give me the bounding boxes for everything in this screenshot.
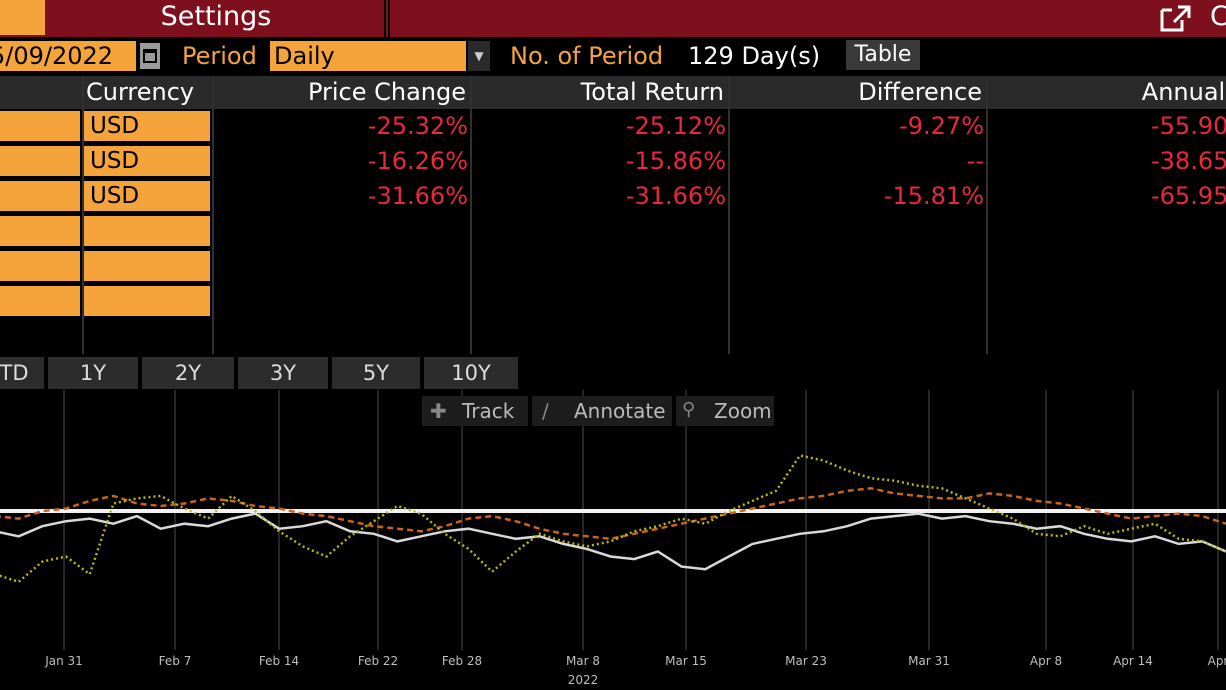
- difference-cell: --: [966, 147, 984, 175]
- dropdown-arrow-icon[interactable]: ▼: [468, 41, 490, 71]
- track-button[interactable]: ✚ Track: [422, 396, 528, 426]
- price-chart[interactable]: Jan 31 Feb 7 Feb 14 Feb 22 Feb 28 Mar 8 Mar 15…: [0, 390, 1226, 690]
- zoom-label: Zoom: [714, 399, 772, 423]
- annual-cell: -55.90: [1151, 112, 1226, 140]
- period-button-5y[interactable]: 5Y: [332, 357, 420, 389]
- table-button[interactable]: Table: [846, 40, 920, 70]
- popout-icon[interactable]: [1156, 2, 1196, 34]
- period-label: Period: [182, 42, 257, 70]
- security-cell[interactable]: [0, 216, 80, 246]
- period-label: TD: [0, 361, 29, 385]
- difference-cell: -15.81%: [883, 182, 984, 210]
- annotate-label: Annotate: [574, 399, 666, 423]
- track-label: Track: [462, 399, 515, 423]
- header-annual[interactable]: Annual E: [988, 76, 1226, 109]
- series-line-white: [0, 512, 1226, 571]
- period-button-ytd[interactable]: TD: [0, 357, 44, 389]
- security-cell[interactable]: [0, 146, 80, 176]
- x-tick-label: Feb 28: [442, 654, 482, 668]
- tab-separator: [388, 0, 390, 37]
- currency-cell[interactable]: [84, 216, 210, 246]
- total-return-cell: -31.66%: [625, 182, 726, 210]
- security-cell[interactable]: [0, 251, 80, 281]
- price-change-cell: -31.66%: [367, 182, 468, 210]
- settings-tab[interactable]: Settings: [48, 0, 386, 37]
- x-tick-label: Feb 7: [159, 654, 192, 668]
- annual-cell: -38.65: [1151, 147, 1226, 175]
- column-divider: [82, 76, 84, 354]
- chart-series: [0, 454, 1226, 584]
- x-tick-label: Mar 23: [785, 654, 827, 668]
- period-button-2y[interactable]: 2Y: [142, 357, 234, 389]
- annotate-button[interactable]: ∕ Annotate: [532, 396, 672, 426]
- column-divider: [728, 76, 730, 354]
- security-cell[interactable]: [0, 286, 80, 316]
- currency-cell[interactable]: USD: [84, 146, 210, 176]
- zoom-button[interactable]: ⚲ Zoom: [676, 396, 774, 426]
- x-tick-label: Feb 14: [259, 654, 299, 668]
- annual-cell: -65.95: [1151, 182, 1226, 210]
- security-cell[interactable]: [0, 181, 80, 211]
- date-value: 5/09/2022: [0, 42, 114, 70]
- x-tick-label: Apr 14: [1113, 654, 1153, 668]
- calendar-icon[interactable]: [140, 43, 160, 69]
- price-change-cell: -16.26%: [367, 147, 468, 175]
- difference-cell: -9.27%: [899, 112, 984, 140]
- series-line-yellow: [0, 454, 1226, 584]
- x-tick-label: Jan 31: [44, 654, 83, 668]
- x-tick-label: Feb 22: [358, 654, 398, 668]
- menu-tab-left[interactable]: [0, 0, 45, 35]
- currency-cell[interactable]: USD: [84, 111, 210, 141]
- x-tick-label: Mar 31: [908, 654, 950, 668]
- magnifier-icon: ⚲: [682, 399, 696, 420]
- pencil-icon: ∕: [542, 399, 549, 423]
- header-blank: [0, 76, 82, 109]
- header-annual-label: Annual E: [1141, 78, 1226, 106]
- currency-cell[interactable]: [84, 251, 210, 281]
- period-button-1y[interactable]: 1Y: [48, 357, 138, 389]
- header-currency[interactable]: Currency: [84, 76, 212, 109]
- column-divider: [470, 76, 472, 354]
- security-cell[interactable]: [0, 111, 80, 141]
- header-total-return[interactable]: Total Return: [472, 76, 728, 109]
- total-return-cell: -15.86%: [625, 147, 726, 175]
- period-button-3y[interactable]: 3Y: [238, 357, 328, 389]
- currency-cell[interactable]: USD: [84, 181, 210, 211]
- period-select[interactable]: Daily: [270, 41, 466, 71]
- chart-grid: [63, 390, 1219, 650]
- x-axis-year: 2022: [568, 673, 599, 687]
- column-divider: [986, 76, 988, 354]
- x-axis-ticks: Jan 31 Feb 7 Feb 14 Feb 22 Feb 28 Mar 8 Mar 15…: [44, 654, 1226, 668]
- x-tick-label: Apr: [1208, 654, 1226, 668]
- header-price-change[interactable]: Price Change: [214, 76, 470, 109]
- x-tick-label: Mar 8: [566, 654, 600, 668]
- period-button-10y[interactable]: 10Y: [424, 357, 518, 389]
- date-input[interactable]: 5/09/2022: [0, 41, 136, 71]
- header-difference[interactable]: Difference: [730, 76, 986, 109]
- price-change-cell: -25.32%: [367, 112, 468, 140]
- truncated-label: C: [1210, 1, 1226, 32]
- column-divider: [212, 76, 214, 354]
- crosshair-icon: ✚: [430, 399, 447, 423]
- currency-cell[interactable]: [84, 286, 210, 316]
- x-tick-label: Mar 15: [665, 654, 707, 668]
- series-line-orange: [0, 487, 1226, 541]
- x-tick-label: Apr 8: [1030, 654, 1062, 668]
- num-periods-value[interactable]: 129 Day(s): [688, 42, 821, 70]
- title-bar: Settings C: [0, 0, 1226, 37]
- total-return-cell: -25.12%: [625, 112, 726, 140]
- num-periods-label: No. of Period: [510, 42, 664, 70]
